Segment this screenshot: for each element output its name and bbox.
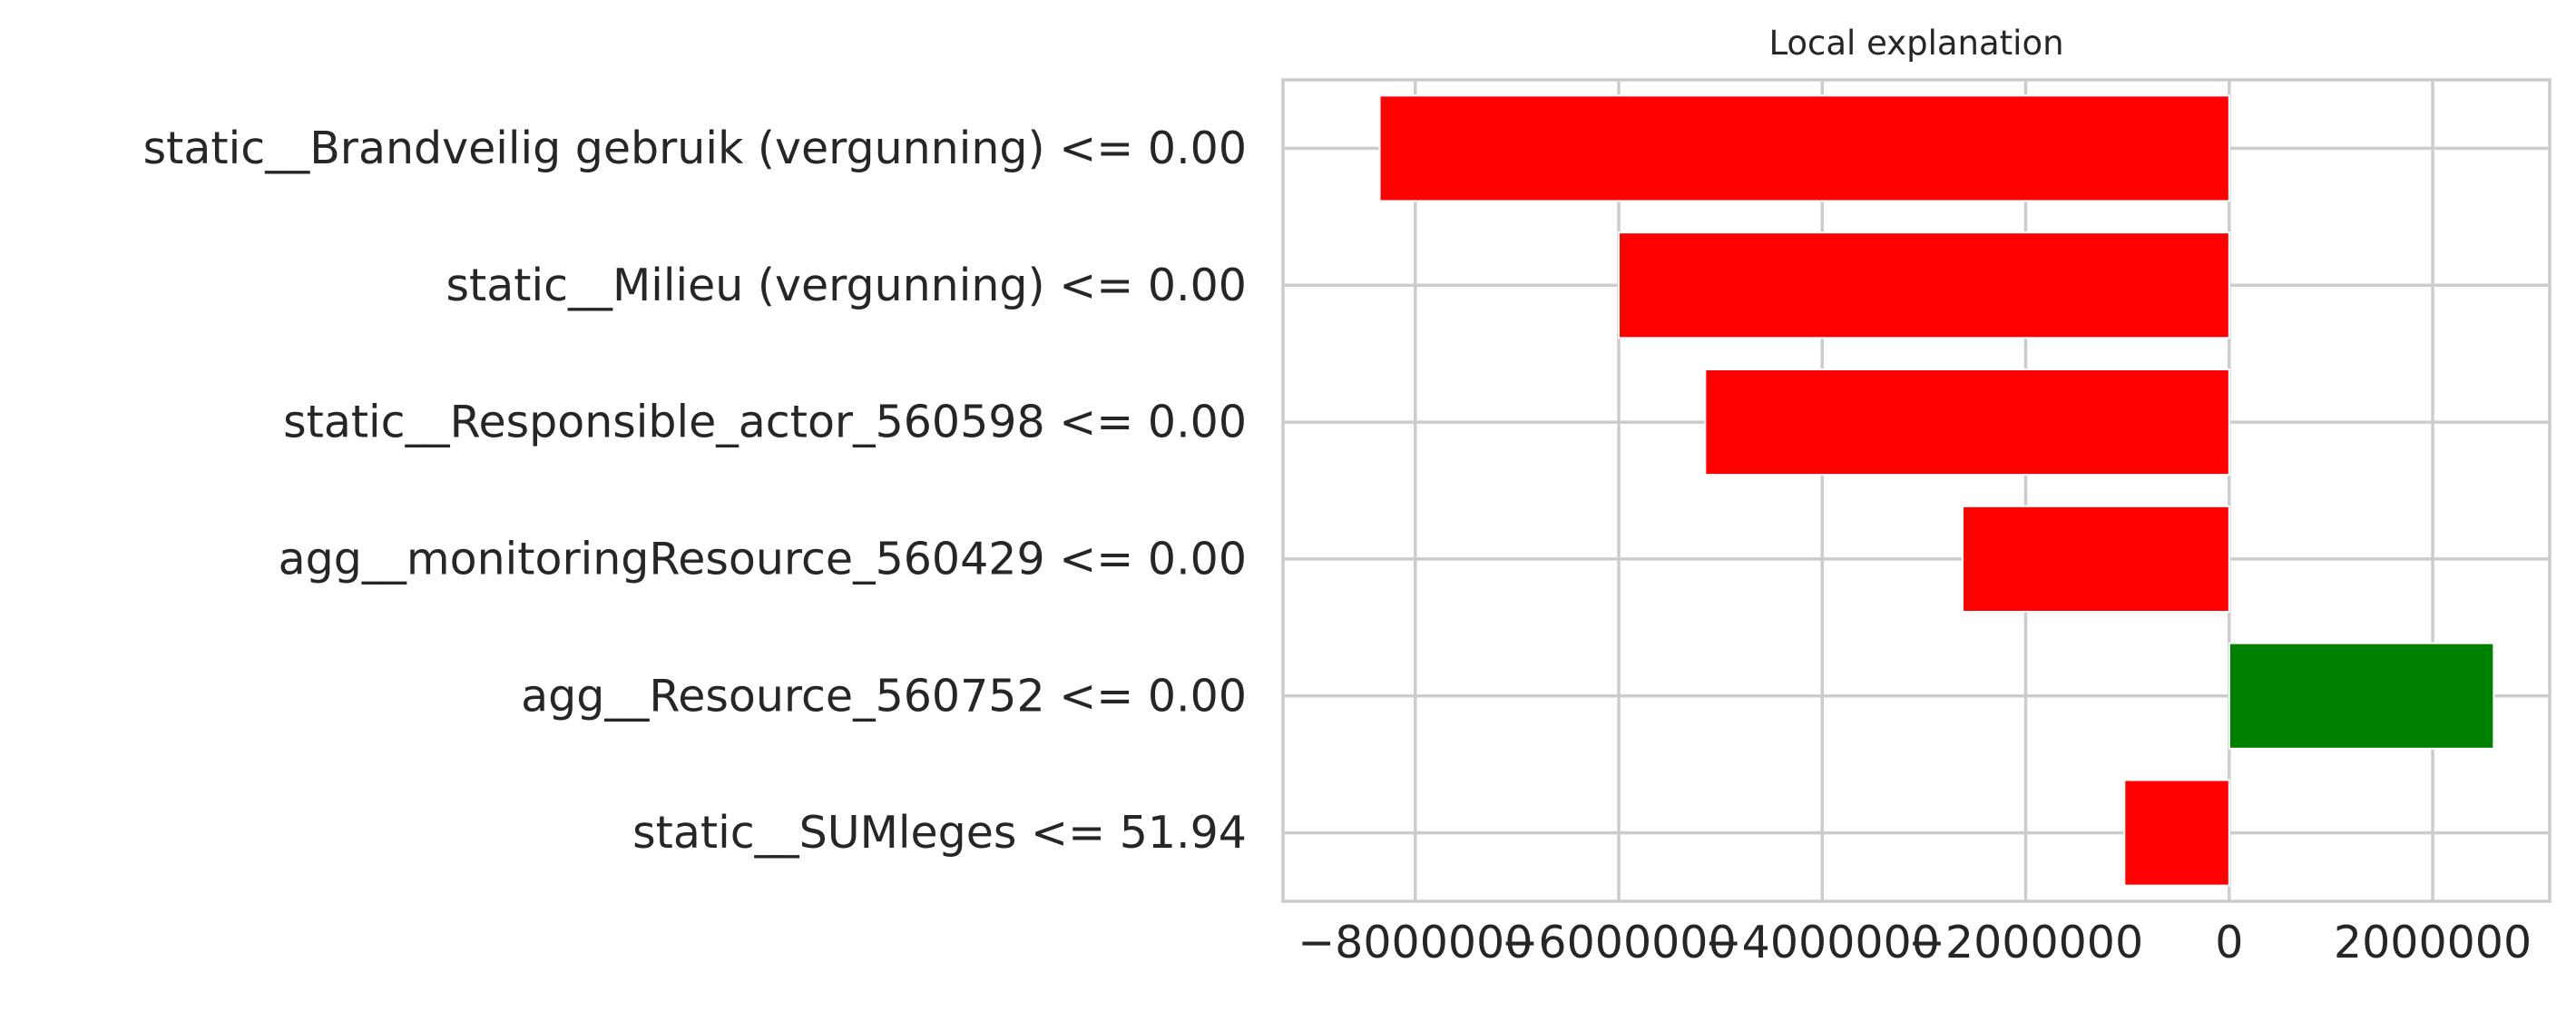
bar [1378, 94, 2230, 202]
bar [2228, 642, 2495, 750]
x-tick-labels: −8000000−6000000−4000000−2000000 0 2000000 [1298, 917, 2532, 968]
x-tick-label: 2000000 [2334, 917, 2532, 968]
y-tick-label: static__Brandveilig gebruik (vergunning)… [143, 123, 1247, 174]
y-tick-label: agg__Resource_560752 <= 0.00 [521, 670, 1247, 722]
y-tick-labels: static__Brandveilig gebruik (vergunning)… [143, 123, 1247, 859]
x-tick-label: −6000000 [1501, 917, 1736, 968]
bar [2123, 779, 2230, 887]
chart-title: Local explanation [1768, 24, 2063, 63]
y-tick-label: static__Responsible_actor_560598 <= 0.00 [283, 397, 1247, 448]
bars [1378, 94, 2495, 887]
y-tick-label: static__SUMleges <= 51.94 [632, 807, 1247, 859]
bar [1618, 231, 2230, 339]
gridlines [1283, 80, 2550, 901]
x-tick-label: −2000000 [1908, 917, 2143, 968]
x-tick-label: −4000000 [1705, 917, 1940, 968]
x-tick-label: 0 [2215, 917, 2243, 968]
bar [1704, 368, 2230, 477]
bar [1962, 505, 2230, 613]
plot-frame [1281, 78, 2552, 903]
x-tick-label: −8000000 [1298, 917, 1533, 968]
y-tick-label: static__Milieu (vergunning) <= 0.00 [446, 260, 1247, 311]
y-tick-label: agg__monitoringResource_560429 <= 0.00 [279, 533, 1247, 585]
